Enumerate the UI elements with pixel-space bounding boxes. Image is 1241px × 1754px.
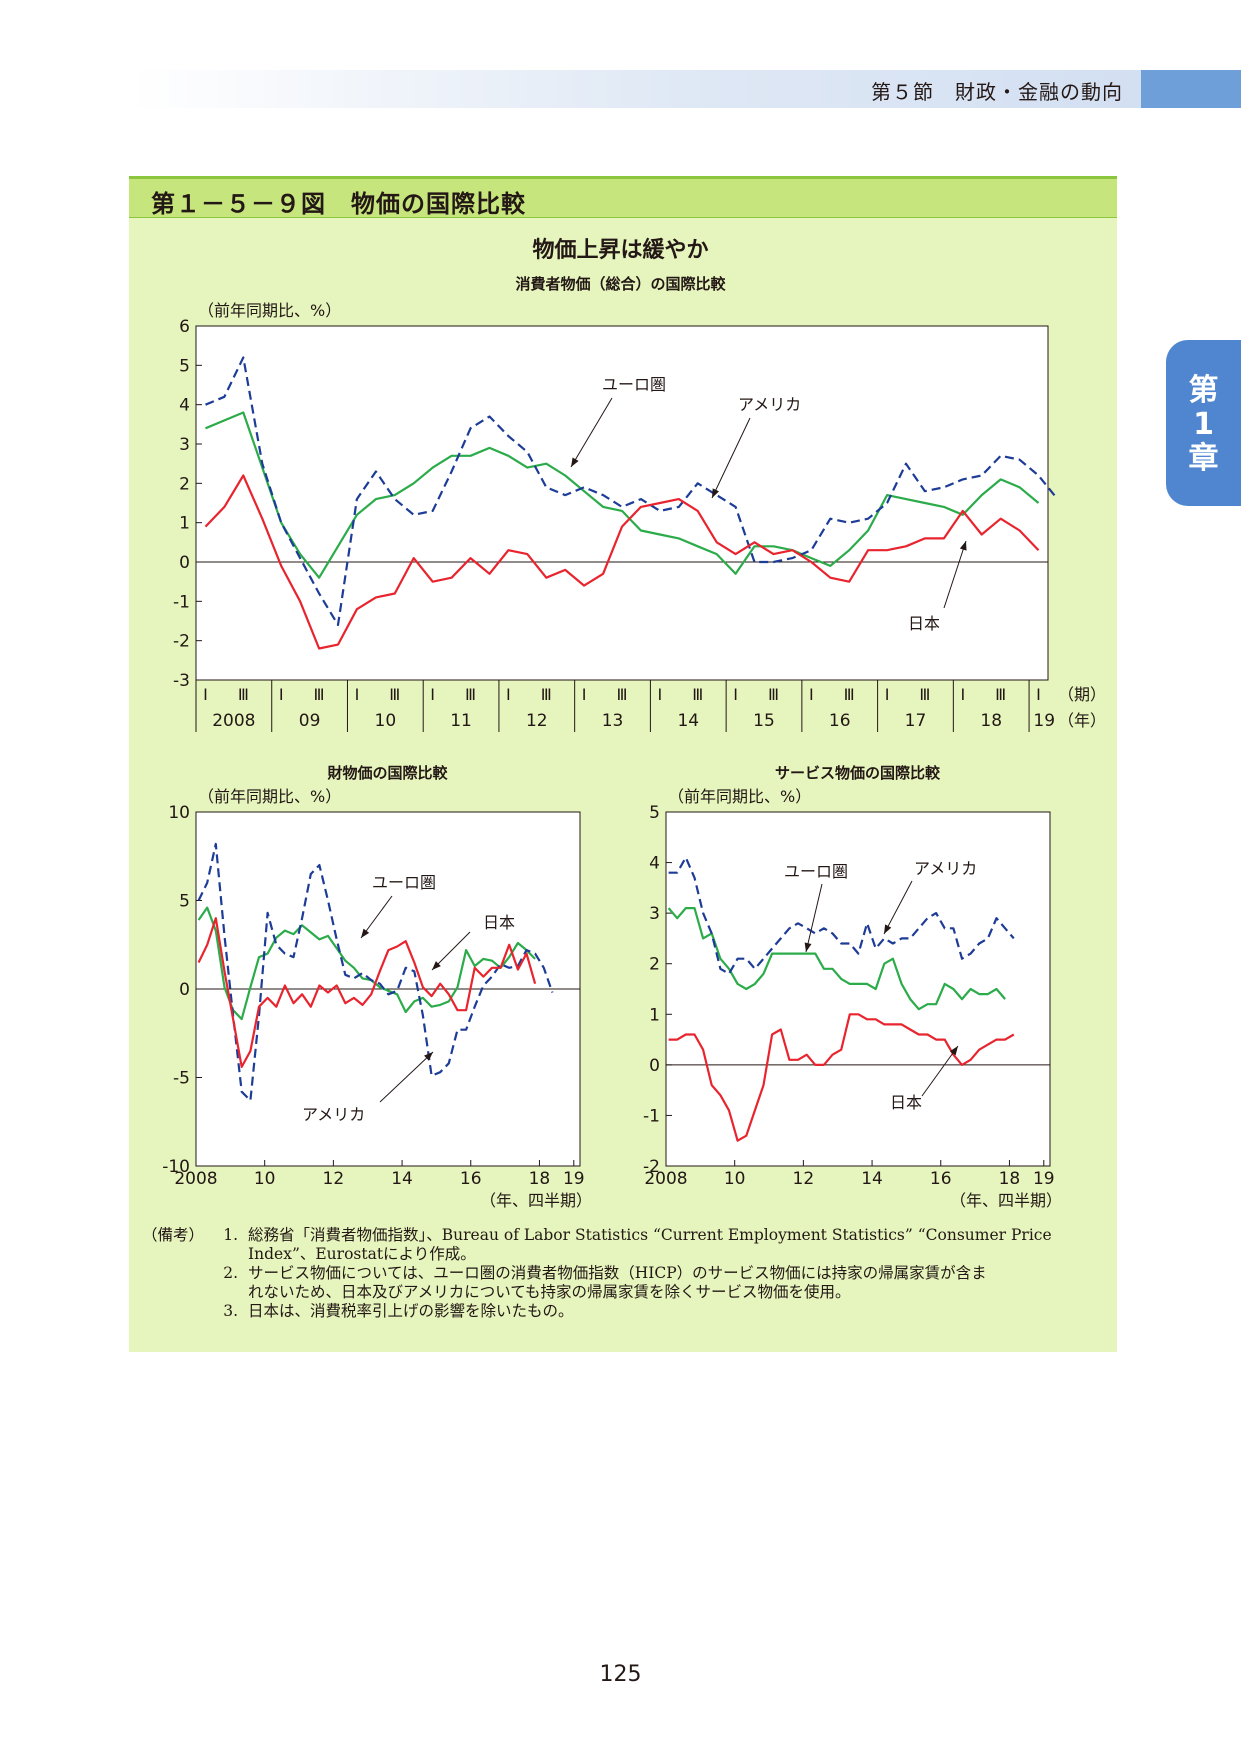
note-line: サービス物価については、ユーロ圏の消費者物価指数（HICP）のサービス物価には持… xyxy=(248,1264,987,1282)
notes: （備考） 1. 総務省「消費者物価指数」、Bureau of Labor Sta… xyxy=(142,1226,1102,1321)
chapter-tab: 第 1 章 xyxy=(1166,340,1241,506)
figure-title: 第１－５－９図 物価の国際比較 xyxy=(151,190,526,218)
note-number: 1. xyxy=(223,1226,238,1244)
chart2-title: 財物価の国際比較 xyxy=(327,764,448,782)
page-number: 125 xyxy=(599,1662,642,1687)
header-band xyxy=(130,70,1141,108)
note-text: 日本は、消費税率引上げの影響を除いたもの。 xyxy=(248,1302,1102,1321)
chapter-tab-char: 第 xyxy=(1188,373,1219,408)
figure-headline: 物価上昇は緩やか xyxy=(532,238,709,263)
note-text: 総務省「消費者物価指数」、Bureau of Labor Statistics … xyxy=(248,1226,1102,1264)
header-tab xyxy=(1141,70,1241,108)
figure-title-bar: 第１－５－９図 物価の国際比較 xyxy=(129,176,1117,218)
note-row-3: 3. 日本は、消費税率引上げの影響を除いたもの。 xyxy=(142,1302,1102,1321)
notes-label: （備考） xyxy=(142,1226,205,1244)
note-row-1: （備考） 1. 総務省「消費者物価指数」、Bureau of Labor Sta… xyxy=(142,1226,1102,1264)
note-row-2: 2. サービス物価については、ユーロ圏の消費者物価指数（HICP）のサービス物価… xyxy=(142,1264,1102,1302)
note-text: サービス物価については、ユーロ圏の消費者物価指数（HICP）のサービス物価には持… xyxy=(248,1264,1102,1302)
note-line: れないため、日本及びアメリカについても持家の帰属家賃を除くサービス物価を使用。 xyxy=(248,1283,851,1301)
note-number: 3. xyxy=(223,1302,238,1320)
chapter-tab-char: 章 xyxy=(1188,441,1219,476)
chart3-title: サービス物価の国際比較 xyxy=(774,764,940,782)
chapter-tab-char: 1 xyxy=(1193,407,1214,442)
note-line: 総務省「消費者物価指数」、Bureau of Labor Statistics … xyxy=(248,1226,1052,1244)
section-header: 第５節 財政・金融の動向 xyxy=(871,80,1123,104)
note-line: 日本は、消費税率引上げの影響を除いたもの。 xyxy=(248,1302,574,1320)
chart1-title: 消費者物価（総合）の国際比較 xyxy=(515,275,726,293)
note-line: Index”、Eurostatにより作成。 xyxy=(248,1245,476,1263)
note-number: 2. xyxy=(223,1264,238,1282)
